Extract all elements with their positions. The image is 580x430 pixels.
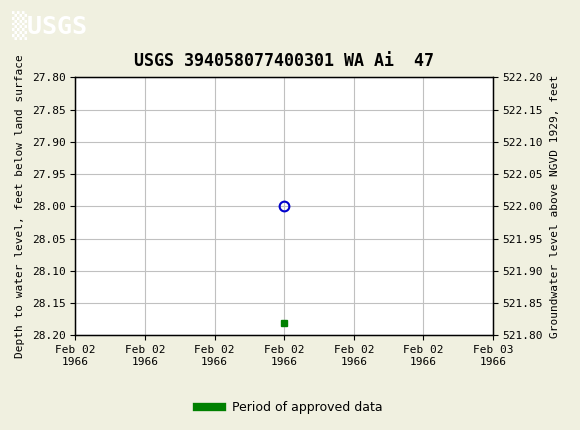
Y-axis label: Depth to water level, feet below land surface: Depth to water level, feet below land su… [15,55,25,358]
Legend: Period of approved data: Period of approved data [192,396,388,419]
Y-axis label: Groundwater level above NGVD 1929, feet: Groundwater level above NGVD 1929, feet [550,75,560,338]
Title: USGS 394058077400301 WA Ai  47: USGS 394058077400301 WA Ai 47 [134,52,434,70]
Text: ▒USGS: ▒USGS [12,11,86,40]
